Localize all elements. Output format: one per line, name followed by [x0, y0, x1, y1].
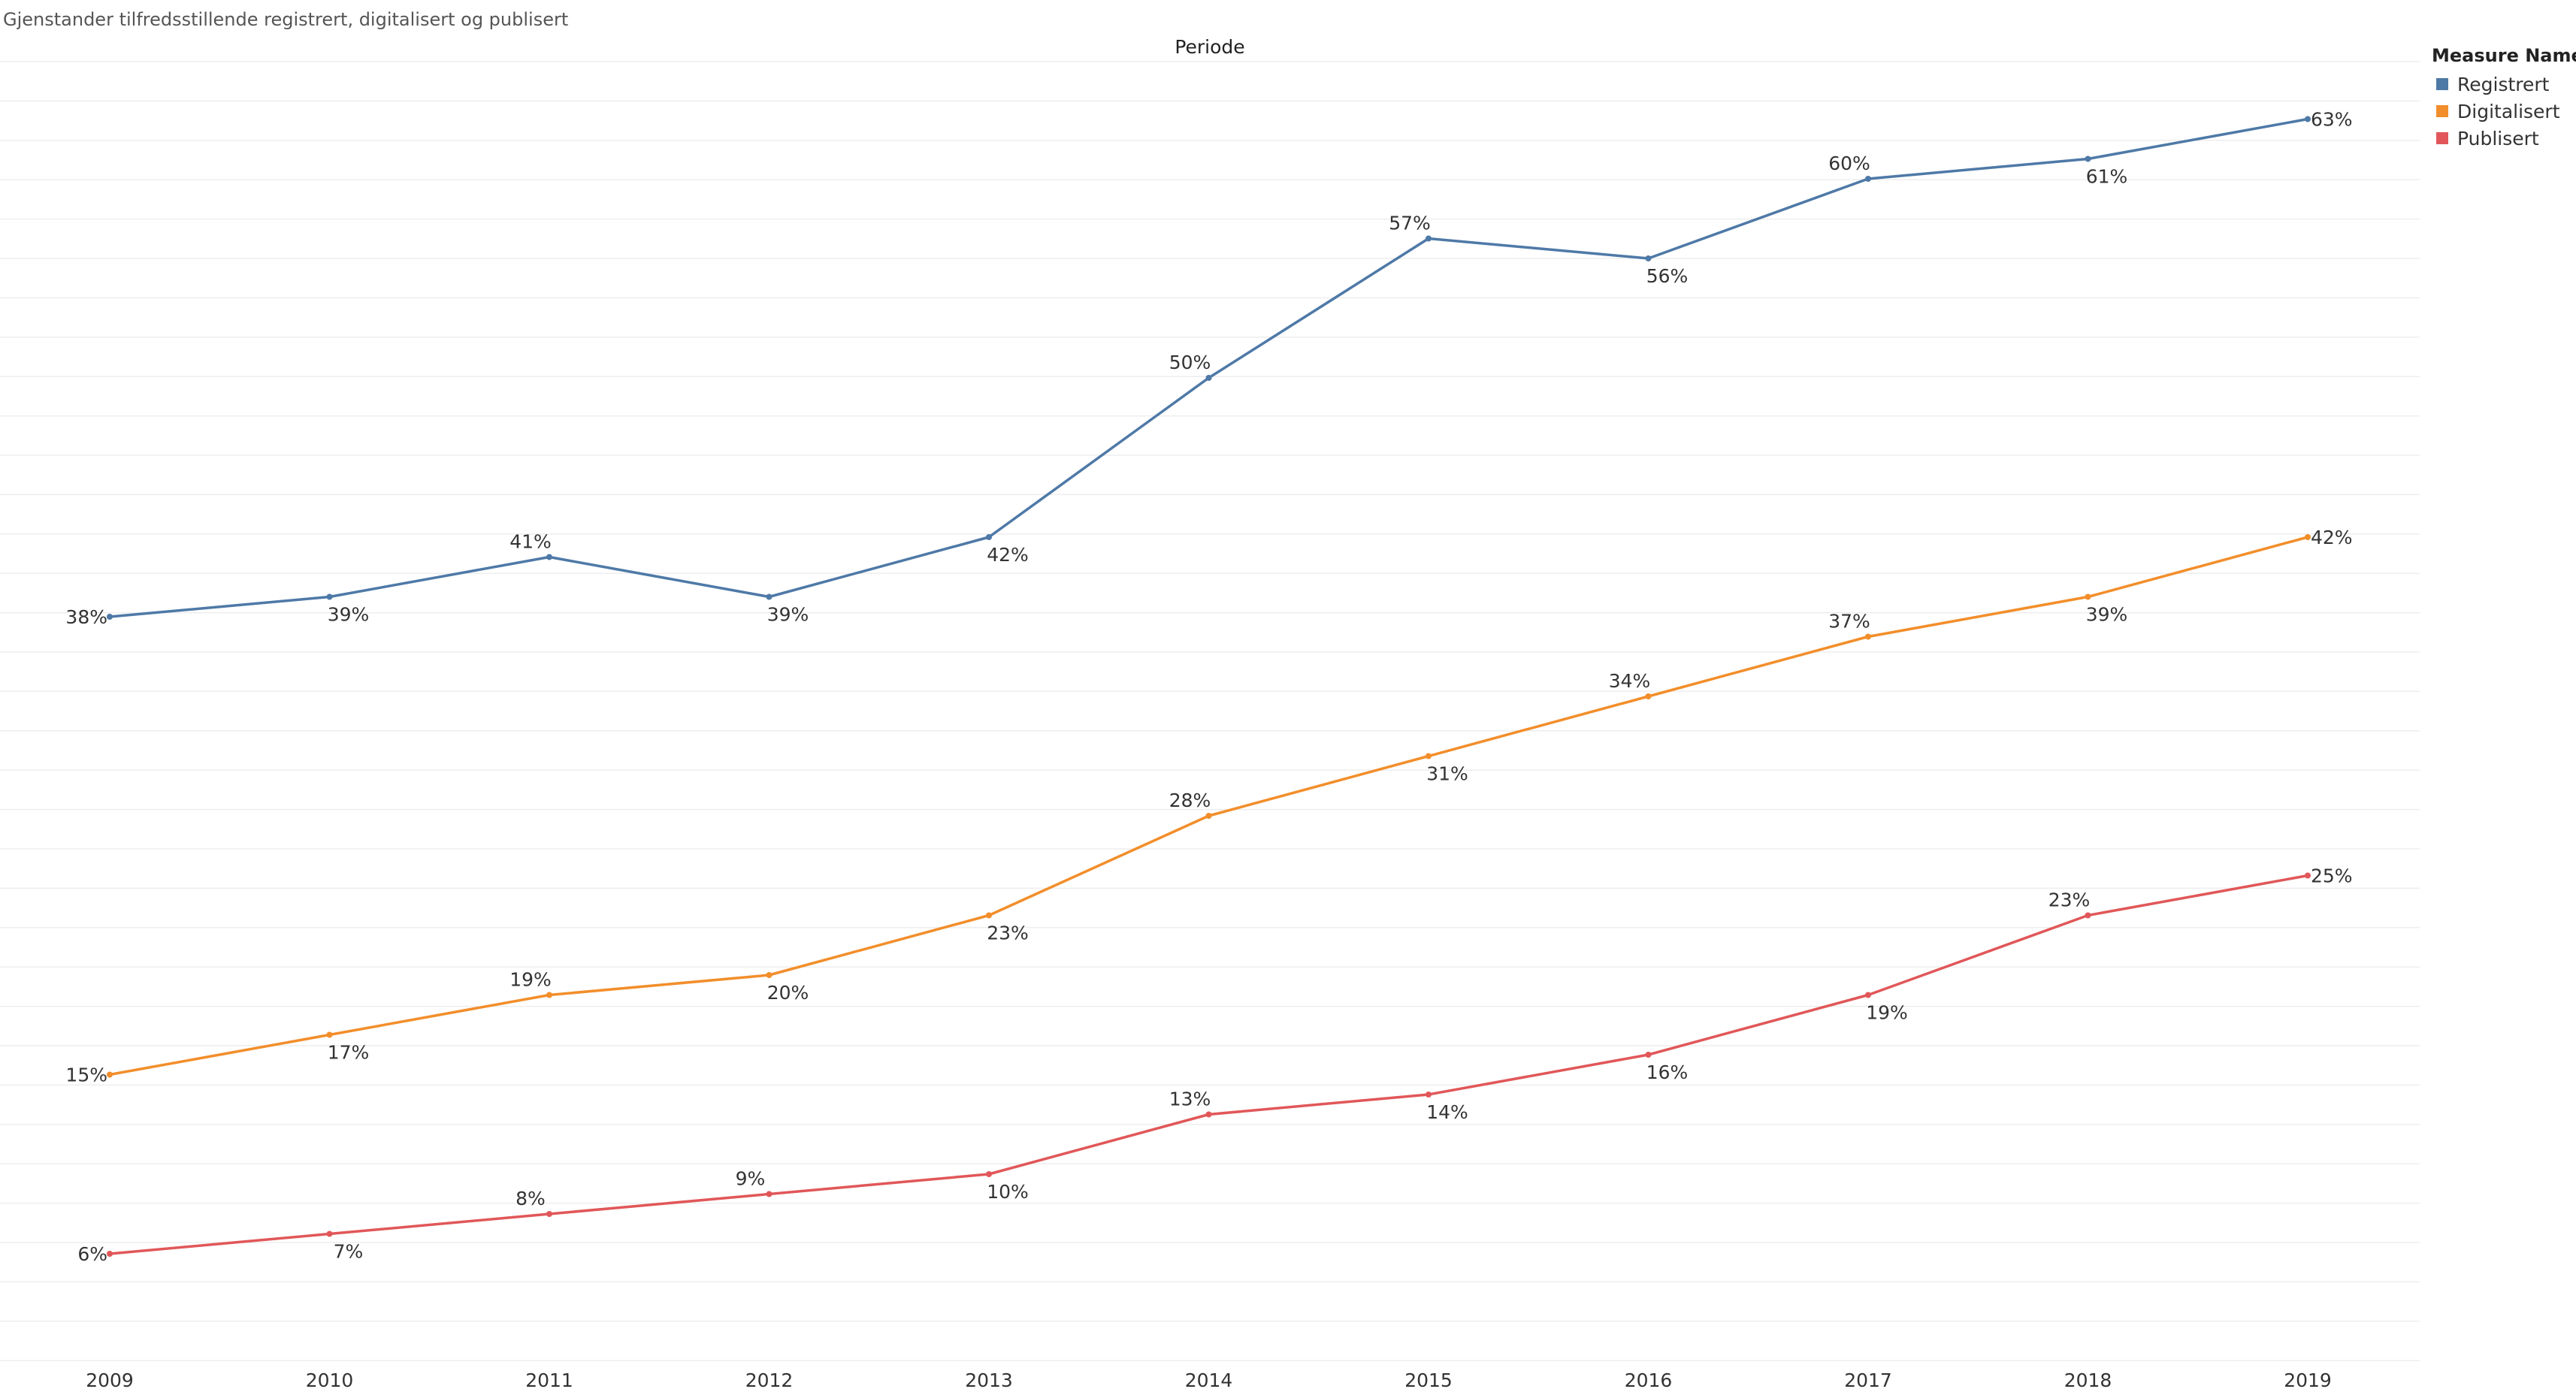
- data-label: 28%: [1169, 790, 1211, 811]
- data-point: [546, 1211, 552, 1217]
- legend-item-digitalisert[interactable]: Digitalisert: [2432, 98, 2576, 125]
- data-point: [1426, 235, 1432, 242]
- data-point: [1645, 693, 1652, 699]
- x-tick-label: 2014: [1185, 1369, 1233, 1391]
- data-point: [1645, 255, 1652, 261]
- data-point: [2085, 156, 2091, 162]
- legend-swatch: [2436, 132, 2448, 144]
- data-point: [326, 593, 333, 600]
- data-label: 23%: [2048, 889, 2091, 911]
- data-point: [1205, 375, 1212, 381]
- legend-item-registrert[interactable]: Registrert: [2432, 71, 2576, 98]
- legend-swatch: [2436, 105, 2448, 117]
- x-tick-label: 2010: [306, 1369, 354, 1391]
- legend-label: Publisert: [2457, 127, 2539, 149]
- series-line-publisert: [109, 874, 2308, 1255]
- x-tick-label: 2019: [2284, 1369, 2332, 1391]
- legend-label: Digitalisert: [2457, 100, 2560, 122]
- x-tick-label: 2016: [1625, 1369, 1673, 1391]
- data-point: [986, 912, 992, 919]
- data-label: 61%: [2086, 166, 2128, 188]
- x-tick-label: 2018: [2064, 1369, 2112, 1391]
- data-point: [986, 534, 992, 540]
- x-tick-label: 2012: [745, 1369, 794, 1391]
- data-point: [1865, 992, 1871, 998]
- data-label: 39%: [2086, 604, 2128, 626]
- data-point: [1865, 176, 1871, 182]
- data-label: 57%: [1389, 213, 1431, 234]
- data-label: 38%: [65, 606, 107, 628]
- data-label: 63%: [2311, 109, 2353, 131]
- data-label: 41%: [509, 531, 552, 553]
- legend-label: Registrert: [2457, 73, 2550, 95]
- data-label: 7%: [334, 1241, 364, 1263]
- data-point: [986, 1171, 992, 1177]
- data-point: [107, 1251, 113, 1257]
- data-label: 39%: [328, 604, 370, 626]
- data-label: 14%: [1426, 1101, 1468, 1123]
- data-label: 31%: [1426, 763, 1468, 785]
- data-label: 13%: [1169, 1089, 1211, 1110]
- data-point: [1205, 813, 1212, 819]
- data-label: 60%: [1828, 152, 1870, 174]
- data-point: [107, 614, 113, 620]
- data-point: [766, 972, 772, 978]
- x-tick-label: 2011: [525, 1369, 573, 1391]
- data-label: 19%: [509, 969, 552, 991]
- data-label: 56%: [1646, 265, 1689, 287]
- x-tick-label: 2017: [1844, 1369, 1892, 1391]
- data-point: [326, 1031, 333, 1038]
- data-label: 42%: [987, 544, 1029, 566]
- chart-title: Gjenstander tilfredsstillende registrert…: [3, 9, 569, 30]
- data-point: [1645, 1052, 1652, 1058]
- data-label: 25%: [2311, 865, 2353, 887]
- data-point: [546, 992, 552, 998]
- data-point: [2085, 593, 2091, 600]
- data-point: [1865, 633, 1871, 640]
- data-label: 15%: [65, 1064, 107, 1086]
- data-point: [1426, 1092, 1432, 1098]
- data-point: [107, 1071, 113, 1078]
- data-label: 17%: [328, 1042, 370, 1064]
- legend: Measure Names Registrert Digitalisert Pu…: [2432, 45, 2576, 152]
- data-point: [326, 1230, 333, 1237]
- data-label: 16%: [1646, 1061, 1689, 1083]
- data-label: 34%: [1609, 670, 1651, 692]
- legend-item-publisert[interactable]: Publisert: [2432, 125, 2576, 152]
- data-label: 20%: [767, 982, 809, 1004]
- data-label: 37%: [1828, 611, 1870, 633]
- data-point: [1426, 753, 1432, 759]
- data-point: [2305, 872, 2311, 879]
- data-label: 9%: [736, 1168, 766, 1190]
- data-label: 23%: [987, 922, 1029, 944]
- data-label: 6%: [77, 1243, 107, 1265]
- data-label: 19%: [1866, 1002, 1908, 1024]
- data-label: 10%: [987, 1181, 1029, 1203]
- data-point: [546, 554, 552, 560]
- data-point: [766, 593, 772, 600]
- data-point: [766, 1191, 772, 1197]
- data-label: 8%: [516, 1188, 546, 1209]
- x-tick-label: 2013: [965, 1369, 1013, 1391]
- data-point: [2305, 534, 2311, 540]
- legend-title: Measure Names: [2432, 45, 2576, 66]
- x-tick-label: 2015: [1404, 1369, 1453, 1391]
- data-point: [1205, 1111, 1212, 1118]
- data-label: 39%: [767, 604, 809, 626]
- data-label: 50%: [1169, 352, 1211, 373]
- x-tick-label: 2009: [86, 1369, 134, 1391]
- data-point: [2085, 912, 2091, 919]
- legend-swatch: [2436, 78, 2448, 90]
- data-label: 42%: [2311, 527, 2353, 548]
- data-point: [2305, 116, 2311, 122]
